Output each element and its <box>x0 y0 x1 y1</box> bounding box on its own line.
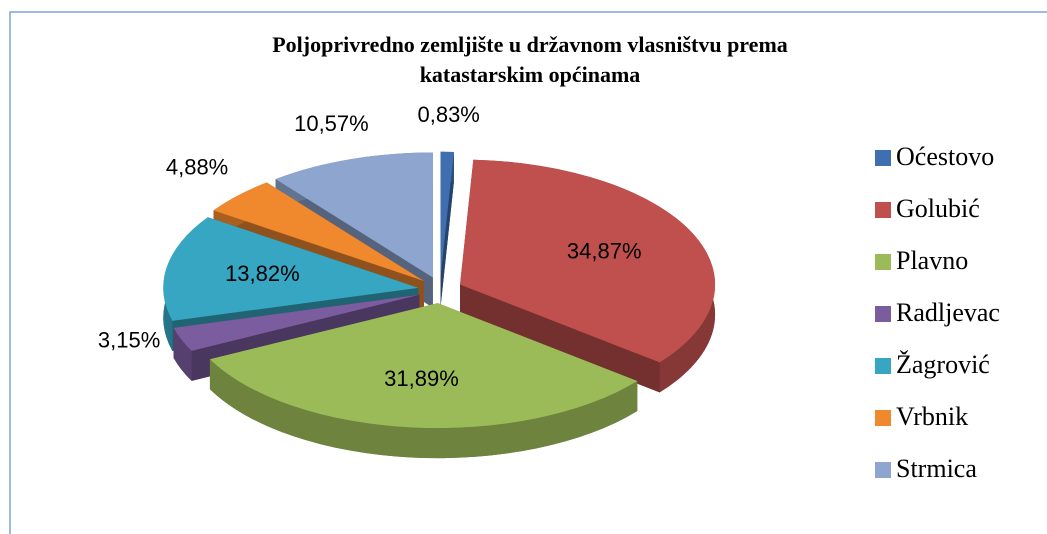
data-label: 13,82% <box>225 261 300 286</box>
data-label: 3,15% <box>98 327 160 352</box>
legend-swatch <box>875 410 891 426</box>
legend-label: Radljevac <box>896 298 1000 327</box>
legend-label: Žagrović <box>896 350 990 379</box>
legend-swatch <box>875 358 891 374</box>
slice-edge <box>440 151 454 307</box>
legend-swatch <box>875 254 891 270</box>
data-label: 31,89% <box>384 366 459 391</box>
legend-label: Golubić <box>896 194 980 223</box>
slice-side <box>209 359 638 459</box>
chart-frame <box>9 11 1047 534</box>
slice <box>213 182 424 281</box>
data-label: 10,57% <box>294 111 369 136</box>
legend-label: Vrbnik <box>896 402 968 431</box>
legend-label: Strmica <box>896 454 977 483</box>
data-label: 4,88% <box>166 154 228 179</box>
data-label: 34,87% <box>567 239 642 264</box>
legend-swatch <box>875 150 891 166</box>
slice-side <box>173 327 192 381</box>
slice <box>460 159 716 363</box>
legend-label: Plavno <box>896 246 968 275</box>
legend-swatch <box>875 202 891 218</box>
legend-label: Oćestovo <box>896 142 994 171</box>
slice-edge <box>173 294 420 358</box>
slice <box>275 152 433 278</box>
chart-title: Poljoprivredno zemljište u državnom vlas… <box>272 32 788 87</box>
slice <box>173 294 420 351</box>
legend-swatch <box>875 306 891 322</box>
slice-edge <box>460 284 660 393</box>
slice <box>163 217 419 321</box>
data-label: 0,83% <box>417 102 479 127</box>
legend-swatch <box>875 462 891 478</box>
slice <box>209 303 638 429</box>
slice <box>440 151 454 277</box>
